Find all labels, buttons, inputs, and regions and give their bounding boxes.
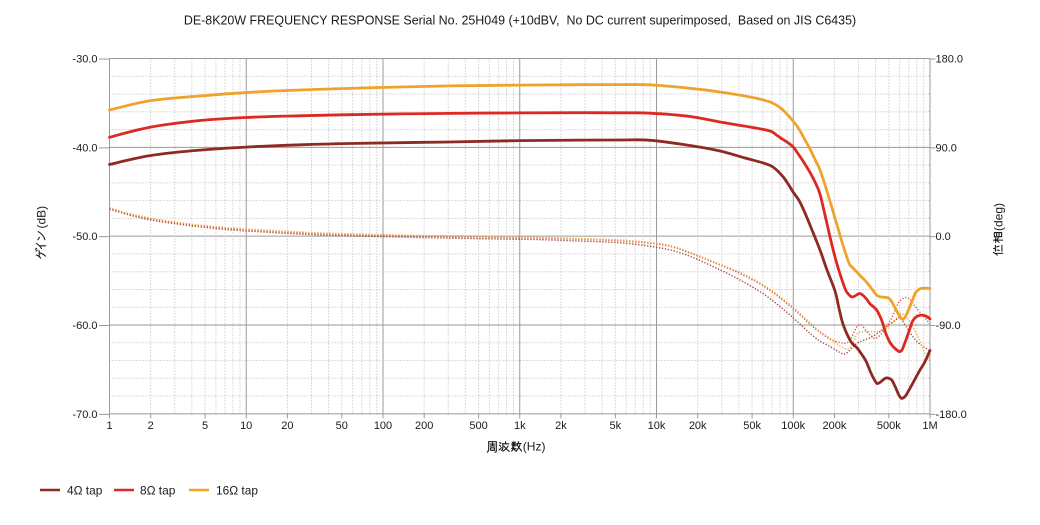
svg-text:-70.0: -70.0: [72, 409, 97, 421]
svg-text:(deg): (deg): [992, 203, 1006, 231]
svg-text:0.0: 0.0: [936, 231, 951, 243]
svg-text:50: 50: [336, 420, 348, 432]
svg-text:DE-8K20W FREQUENCY RESPONSE Se: DE-8K20W FREQUENCY RESPONSE Serial No. 2…: [184, 14, 856, 28]
svg-text:(Hz): (Hz): [523, 440, 546, 454]
svg-text:2k: 2k: [555, 420, 567, 432]
svg-text:90.0: 90.0: [936, 142, 957, 154]
svg-text:500k: 500k: [877, 420, 901, 432]
svg-text:100k: 100k: [781, 420, 805, 432]
svg-text:5: 5: [202, 420, 208, 432]
svg-text:16Ω tap: 16Ω tap: [216, 484, 258, 498]
svg-text:-30.0: -30.0: [72, 54, 97, 66]
svg-text:-40.0: -40.0: [72, 142, 97, 154]
svg-text:-60.0: -60.0: [72, 320, 97, 332]
svg-text:(dB): (dB): [35, 206, 49, 229]
svg-text:200: 200: [415, 420, 433, 432]
svg-text:20k: 20k: [689, 420, 707, 432]
svg-text:10: 10: [240, 420, 252, 432]
svg-text:4Ω tap: 4Ω tap: [67, 484, 103, 498]
svg-text:8Ω tap: 8Ω tap: [140, 484, 176, 498]
svg-text:-90.0: -90.0: [936, 320, 961, 332]
svg-text:1M: 1M: [922, 420, 937, 432]
svg-text:500: 500: [469, 420, 487, 432]
svg-text:-50.0: -50.0: [72, 231, 97, 243]
svg-text:200k: 200k: [822, 420, 846, 432]
svg-text:180.0: 180.0: [936, 54, 964, 66]
svg-text:100: 100: [374, 420, 392, 432]
svg-text:2: 2: [148, 420, 154, 432]
svg-text:20: 20: [281, 420, 293, 432]
svg-text:1: 1: [106, 420, 112, 432]
svg-text:1k: 1k: [514, 420, 526, 432]
svg-text:5k: 5k: [609, 420, 621, 432]
svg-text:50k: 50k: [743, 420, 761, 432]
svg-text:-180.0: -180.0: [936, 409, 967, 421]
svg-text:10k: 10k: [648, 420, 666, 432]
